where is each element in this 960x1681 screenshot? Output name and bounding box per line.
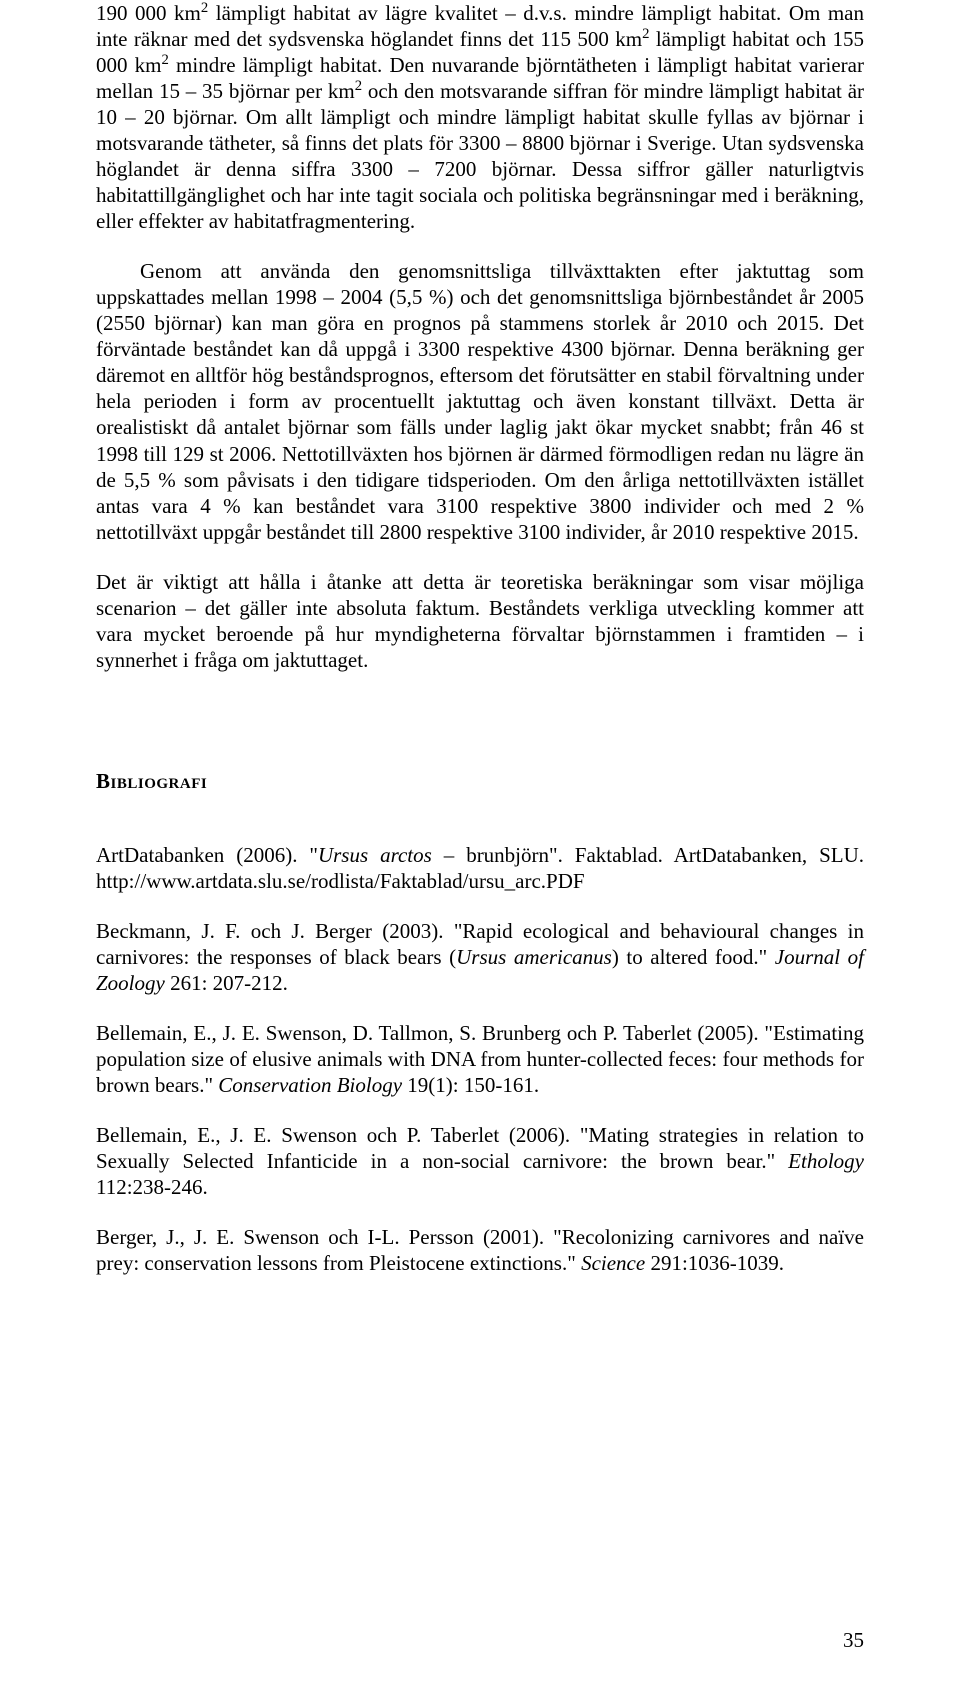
bib-entry: Beckmann, J. F. och J. Berger (2003). "R… (96, 918, 864, 996)
paragraph-1: 190 000 km2 lämpligt habitat av lägre kv… (96, 0, 864, 234)
bib-entry: Bellemain, E., J. E. Swenson, D. Tallmon… (96, 1020, 864, 1098)
bib-entry: Bellemain, E., J. E. Swenson och P. Tabe… (96, 1122, 864, 1200)
bib-entry: ArtDatabanken (2006). "Ursus arctos – br… (96, 842, 864, 894)
paragraph-3: Det är viktigt att hålla i åtanke att de… (96, 569, 864, 673)
bibliography-heading: Bibliografi (96, 769, 864, 794)
document-page: 190 000 km2 lämpligt habitat av lägre kv… (0, 0, 960, 1681)
bib-entry: Berger, J., J. E. Swenson och I-L. Perss… (96, 1224, 864, 1276)
paragraph-2: Genom att använda den genomsnittsliga ti… (96, 258, 864, 544)
page-number: 35 (843, 1628, 864, 1653)
